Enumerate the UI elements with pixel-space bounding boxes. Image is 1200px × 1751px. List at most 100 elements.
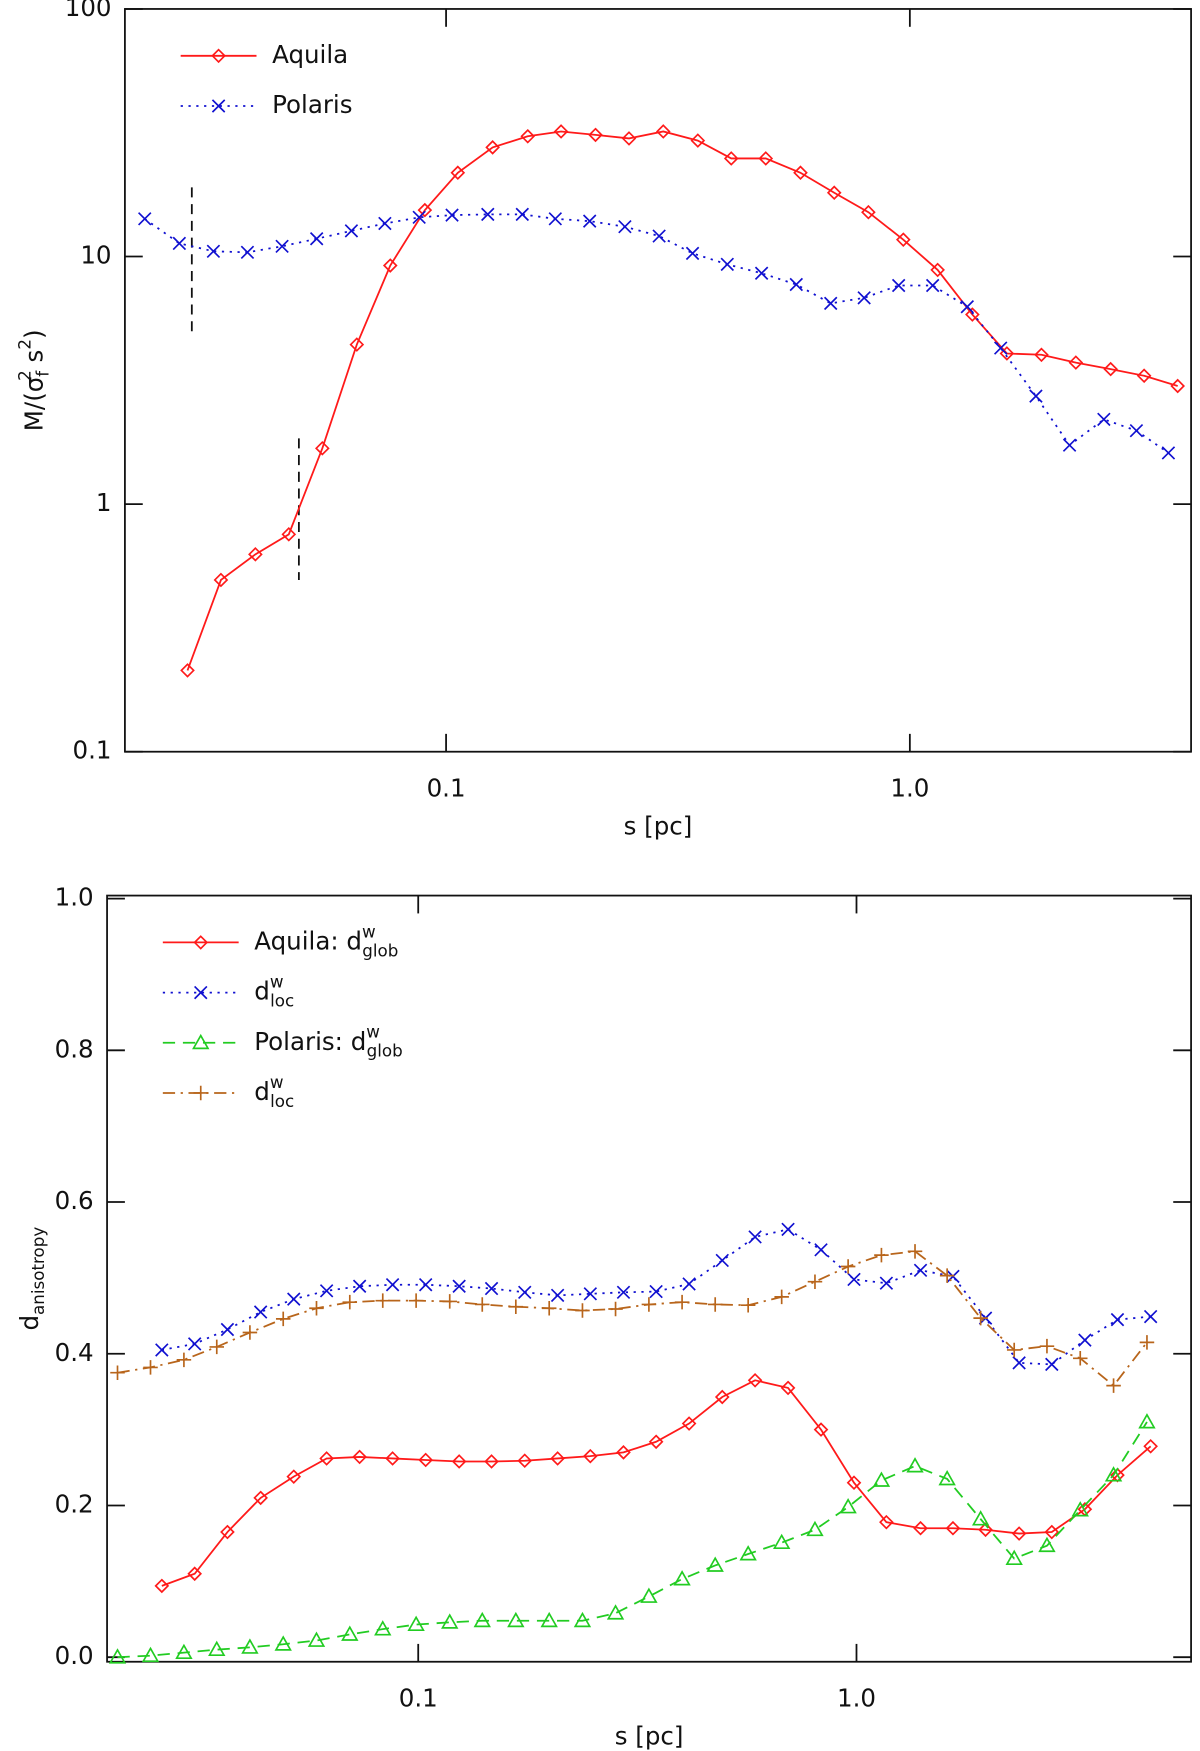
data-point	[175, 1643, 193, 1660]
legend-label: Polaris: dw glob	[254, 1021, 402, 1060]
data-point	[441, 1613, 459, 1629]
data-point	[938, 1469, 956, 1486]
data-point	[649, 1284, 663, 1299]
label-part: anisotropy	[28, 1227, 48, 1315]
data-point	[452, 1279, 466, 1293]
data-point	[1038, 1536, 1056, 1553]
data-point	[176, 1352, 192, 1368]
data-point	[378, 216, 392, 231]
data-point	[806, 1520, 824, 1537]
label-part: w	[366, 1021, 380, 1041]
data-point	[973, 1310, 988, 1326]
label-part: 2	[14, 370, 34, 381]
label-part: d	[254, 1077, 270, 1106]
data-point	[220, 1524, 235, 1540]
label-part: w	[362, 921, 376, 941]
data-point	[450, 165, 466, 181]
data-point	[451, 1454, 467, 1469]
data-point	[287, 1292, 301, 1306]
data-point	[473, 1611, 491, 1628]
legend-label: Polaris	[272, 90, 352, 119]
data-point	[913, 1520, 928, 1536]
data-point	[740, 1297, 756, 1313]
data-point	[839, 1498, 857, 1514]
data-point	[520, 128, 536, 144]
data-point	[1071, 1501, 1089, 1517]
label-part: w	[270, 971, 284, 991]
data-point	[682, 1277, 696, 1291]
label-part: w	[270, 1071, 284, 1091]
data-point	[275, 1311, 291, 1327]
data-point	[418, 1278, 433, 1292]
data-point	[485, 140, 500, 155]
y-tick-label: 1.0	[55, 883, 94, 912]
data-point	[319, 1451, 334, 1466]
data-point	[248, 547, 263, 562]
data-point	[971, 1510, 990, 1526]
data-point	[275, 239, 289, 254]
data-point	[789, 277, 804, 292]
data-point	[352, 1449, 367, 1465]
data-point	[315, 441, 330, 456]
y-axis-label: M/(σf2 s2)	[14, 329, 52, 431]
label-part: d	[15, 1315, 44, 1331]
data-point	[550, 1288, 565, 1303]
data-point	[965, 307, 980, 322]
x-axis-label: s [pc]	[624, 812, 693, 841]
data-point	[758, 151, 774, 166]
data-point	[208, 1640, 226, 1657]
y-tick-label: 0.2	[55, 1489, 94, 1518]
data-point	[891, 278, 906, 293]
plot-frame	[124, 8, 1192, 753]
data-point	[993, 341, 1008, 355]
label-part: glob	[367, 1040, 403, 1060]
data-point	[274, 1635, 292, 1651]
data-point	[213, 572, 229, 588]
data-point	[540, 1611, 558, 1628]
data-point	[307, 1631, 326, 1647]
x-tick-label: 1.0	[890, 774, 929, 803]
data-point	[349, 337, 365, 352]
data-point	[1012, 1356, 1026, 1370]
data-point	[550, 1451, 565, 1466]
data-point	[747, 1372, 763, 1388]
data-point	[573, 1611, 592, 1628]
data-point	[242, 1325, 258, 1340]
legend-marker	[194, 985, 208, 1000]
data-point	[553, 124, 569, 139]
legend-label: dw loc	[254, 1071, 294, 1110]
data-point	[1045, 1357, 1059, 1372]
legend-marker	[192, 1033, 210, 1050]
data-point	[1011, 1526, 1027, 1541]
data-point	[1161, 446, 1176, 460]
legend-marker	[193, 935, 209, 950]
series-line	[161, 1379, 1152, 1587]
data-point	[517, 1453, 533, 1469]
data-point	[840, 1259, 856, 1274]
data-point	[978, 1522, 993, 1538]
data-point	[823, 296, 838, 311]
data-point	[641, 1297, 657, 1312]
data-point	[1034, 347, 1049, 363]
y-tick-label: 100	[65, 0, 112, 22]
data-point	[714, 1389, 730, 1405]
data-point	[209, 1339, 225, 1355]
data-point	[583, 1448, 598, 1464]
data-point	[1143, 1309, 1158, 1324]
legend-label: Aquila: dw glob	[254, 921, 398, 960]
data-point	[417, 202, 433, 218]
data-point	[180, 663, 195, 678]
data-point	[846, 1475, 862, 1491]
data-point	[781, 1222, 795, 1237]
data-point	[407, 1615, 425, 1631]
data-point	[1136, 368, 1152, 384]
data-point	[872, 1471, 891, 1487]
data-point	[895, 232, 911, 247]
data-point	[681, 1416, 697, 1431]
data-point	[220, 1322, 235, 1337]
data-point	[442, 1294, 457, 1309]
data-point	[685, 246, 700, 261]
data-point	[861, 204, 876, 220]
legend-marker	[211, 48, 226, 64]
